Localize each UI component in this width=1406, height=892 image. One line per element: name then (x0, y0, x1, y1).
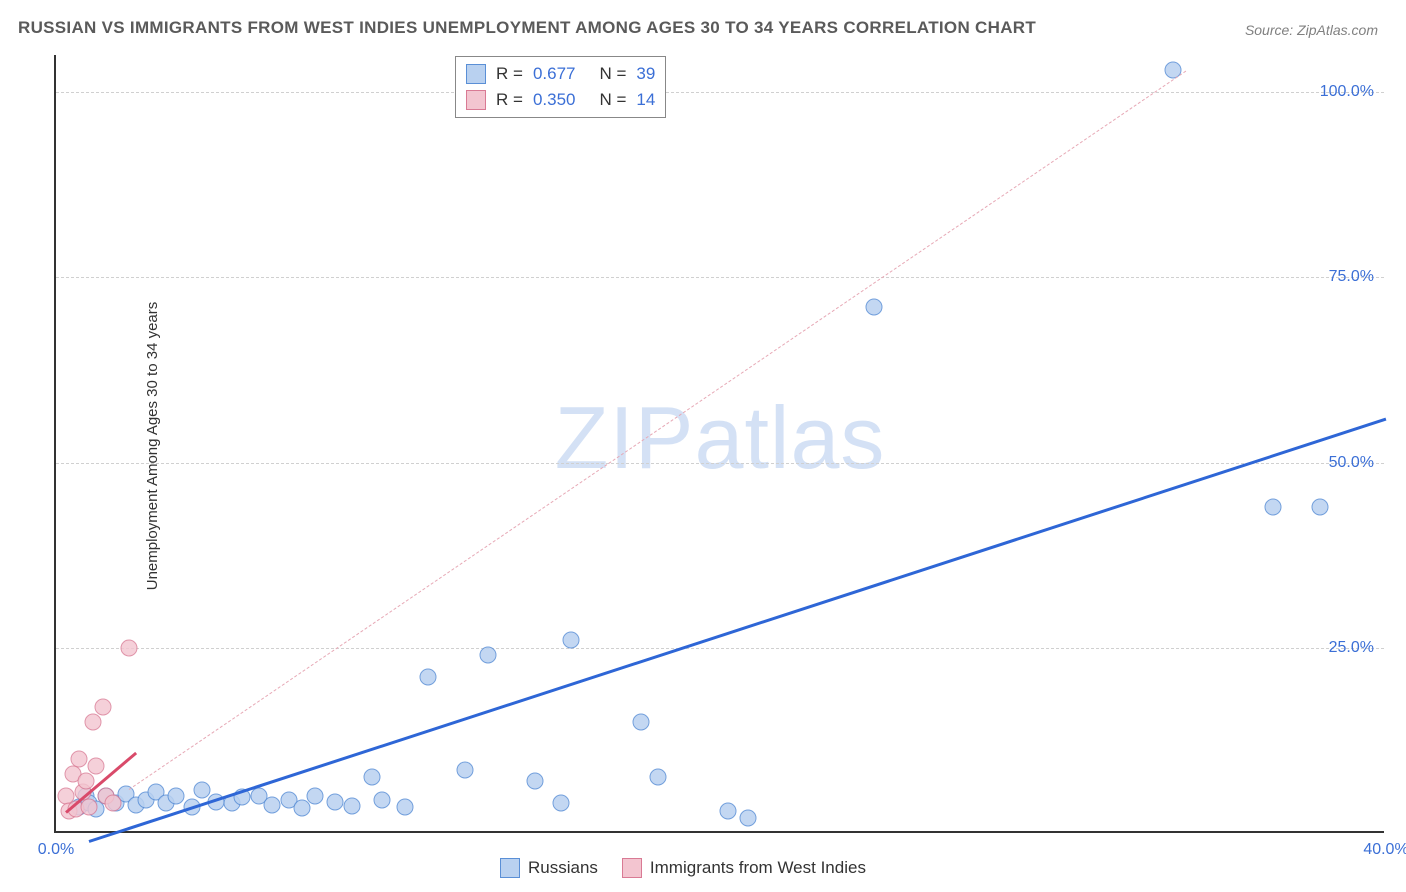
y-tick-label: 75.0% (1329, 268, 1374, 286)
data-point (1311, 498, 1328, 515)
legend-item: Russians (500, 858, 598, 878)
legend-stat-value: 0.677 (533, 64, 576, 84)
legend-stat-label: N = (599, 64, 626, 84)
chart-title: RUSSIAN VS IMMIGRANTS FROM WEST INDIES U… (18, 18, 1036, 38)
scatter-plot-area: ZIPatlas 25.0%50.0%75.0%100.0%0.0%40.0% (54, 55, 1384, 833)
data-point (563, 632, 580, 649)
legend-stat-label: R = (496, 90, 523, 110)
legend-row: R = 0.350 N = 14 (466, 87, 655, 113)
data-point (94, 699, 111, 716)
data-point (480, 647, 497, 664)
data-point (373, 792, 390, 809)
gridline (56, 277, 1384, 278)
data-point (363, 769, 380, 786)
data-point (81, 799, 98, 816)
data-point (167, 787, 184, 804)
gridline (56, 648, 1384, 649)
gridline (56, 463, 1384, 464)
legend-swatch (622, 858, 642, 878)
watermark: ZIPatlas (555, 387, 886, 489)
legend-label: Immigrants from West Indies (650, 858, 866, 878)
correlation-stats-legend: R = 0.677 N = 39 R = 0.350 N = 14 (455, 56, 666, 118)
regression-line (89, 418, 1387, 843)
data-point (1264, 498, 1281, 515)
x-tick-label: 0.0% (38, 841, 74, 859)
data-point (397, 799, 414, 816)
legend-swatch (466, 90, 486, 110)
x-tick-label: 40.0% (1363, 841, 1406, 859)
data-point (633, 713, 650, 730)
data-point (649, 769, 666, 786)
legend-stat-value: 14 (636, 90, 655, 110)
source-attribution: Source: ZipAtlas.com (1245, 22, 1378, 38)
series-legend: Russians Immigrants from West Indies (500, 858, 866, 878)
legend-stat-label: R = (496, 64, 523, 84)
data-point (264, 796, 281, 813)
data-point (71, 750, 88, 767)
regression-line (129, 70, 1187, 790)
data-point (104, 795, 121, 812)
legend-stat-label: N = (599, 90, 626, 110)
data-point (739, 810, 756, 827)
gridline (56, 92, 1384, 93)
legend-swatch (466, 64, 486, 84)
legend-stat-value: 39 (636, 64, 655, 84)
data-point (307, 787, 324, 804)
data-point (327, 793, 344, 810)
data-point (84, 713, 101, 730)
data-point (343, 798, 360, 815)
data-point (719, 802, 736, 819)
data-point (526, 773, 543, 790)
legend-label: Russians (528, 858, 598, 878)
data-point (294, 799, 311, 816)
data-point (420, 669, 437, 686)
data-point (121, 639, 138, 656)
data-point (865, 298, 882, 315)
y-tick-label: 50.0% (1329, 454, 1374, 472)
data-point (553, 795, 570, 812)
legend-stat-value: 0.350 (533, 90, 576, 110)
data-point (456, 762, 473, 779)
legend-item: Immigrants from West Indies (622, 858, 866, 878)
data-point (87, 758, 104, 775)
y-tick-label: 100.0% (1320, 83, 1374, 101)
y-tick-label: 25.0% (1329, 639, 1374, 657)
legend-row: R = 0.677 N = 39 (466, 61, 655, 87)
legend-swatch (500, 858, 520, 878)
